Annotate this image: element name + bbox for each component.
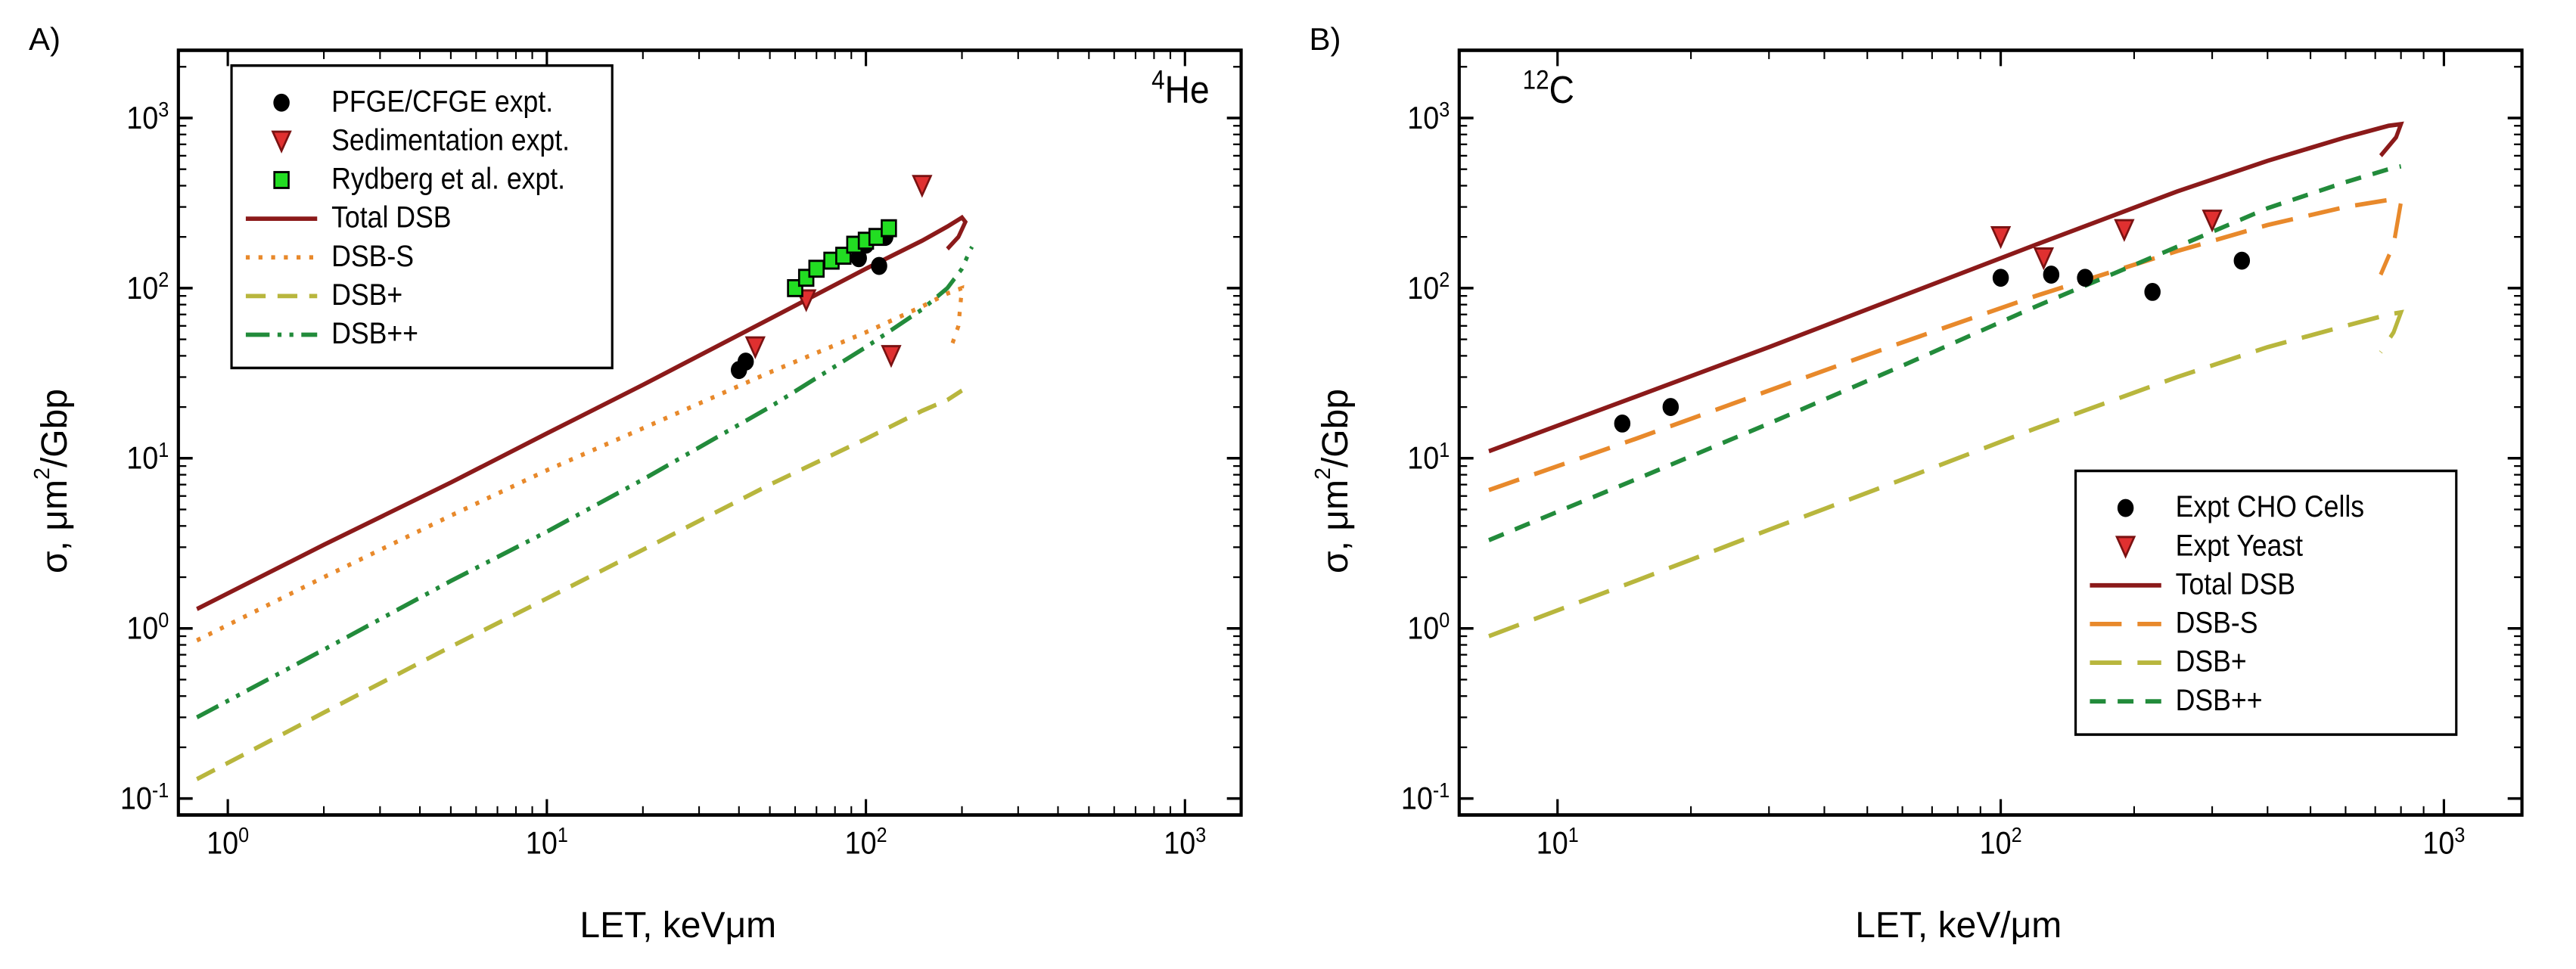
legend-label: DSB++ <box>331 316 418 349</box>
legend-label: Sedimentation expt. <box>331 123 570 157</box>
legend-label: Rydberg et al. expt. <box>331 162 565 195</box>
species-annotation: 4He <box>1151 65 1209 111</box>
plot-area: 101 102 103 10-1 100 101 102 103 12C Expt CHO Cel… <box>1364 15 2554 894</box>
legend-label: Expt CHO Cells <box>2175 489 2363 523</box>
y-axis-label: σ, μm2/Gbp <box>1304 15 1364 946</box>
legend-label: DSB+ <box>2175 644 2246 678</box>
series-marker <box>872 258 887 274</box>
species-annotation: 12C <box>1522 65 1574 111</box>
legend: Expt CHO Cells Expt Yeast Total DSB DSB-S DS… <box>2075 471 2456 735</box>
svg-text:10-1: 10-1 <box>1400 778 1449 816</box>
svg-text:101: 101 <box>526 823 568 861</box>
series-marker <box>2145 284 2159 300</box>
legend-label: Total DSB <box>331 200 451 234</box>
x-axis-label: LET, keVμm <box>83 894 1273 946</box>
legend-label: DSB+ <box>331 278 402 311</box>
series-marker <box>913 176 931 196</box>
series-marker <box>2034 249 2052 269</box>
svg-text:103: 103 <box>1164 823 1206 861</box>
legend-label: Expt Yeast <box>2175 529 2303 562</box>
legend-label: DSB-S <box>2175 606 2257 639</box>
series-marker <box>738 354 753 370</box>
legend-label: DSB-S <box>331 239 414 272</box>
svg-text:102: 102 <box>1979 823 2021 861</box>
series-marker <box>1663 399 1677 415</box>
panel-A: A)σ, μm2/Gbp10010110210310-1100101102103… <box>23 15 1273 946</box>
svg-text:103: 103 <box>1407 98 1450 135</box>
series-line <box>1489 124 2401 451</box>
svg-text:100: 100 <box>207 823 249 861</box>
plot-area: 100 101 102 103 10-1 100 101 102 103 4He PFGE/CFGE… <box>83 15 1273 894</box>
svg-text:102: 102 <box>845 823 887 861</box>
x-axis-label: LET, keV/μm <box>1364 894 2554 946</box>
svg-text:102: 102 <box>126 268 169 306</box>
series-marker <box>2077 270 2092 286</box>
svg-text:101: 101 <box>126 438 169 476</box>
svg-text:101: 101 <box>1536 823 1578 861</box>
series-line <box>1489 200 2401 490</box>
svg-text:103: 103 <box>126 98 169 135</box>
series-marker <box>882 346 900 366</box>
svg-text:102: 102 <box>1407 268 1450 306</box>
series-marker <box>2115 220 2133 240</box>
svg-text:101: 101 <box>1407 438 1450 476</box>
legend-label: DSB++ <box>2175 683 2262 716</box>
series-marker <box>1992 227 2009 247</box>
figure: A)σ, μm2/Gbp10010110210310-1100101102103… <box>0 0 2576 969</box>
panel-B: B)σ, μm2/Gbp10110210310-110010110210312C… <box>1304 15 2554 946</box>
series-marker <box>809 261 824 277</box>
svg-text:100: 100 <box>126 608 169 646</box>
legend-label: PFGE/CFGE expt. <box>331 85 553 118</box>
series-marker <box>881 220 896 236</box>
series-marker <box>2234 253 2248 269</box>
series-marker <box>1993 270 2008 286</box>
series-line <box>197 390 962 779</box>
svg-text:10-1: 10-1 <box>120 778 169 816</box>
series-marker <box>2043 267 2058 283</box>
svg-text:100: 100 <box>1407 608 1450 646</box>
legend: PFGE/CFGE expt. Sedimentation expt. Rydber… <box>231 66 612 368</box>
y-axis-label: σ, μm2/Gbp <box>23 15 83 946</box>
svg-text:103: 103 <box>2422 823 2465 861</box>
legend-label: Total DSB <box>2175 567 2295 601</box>
series-marker <box>1614 415 1629 431</box>
